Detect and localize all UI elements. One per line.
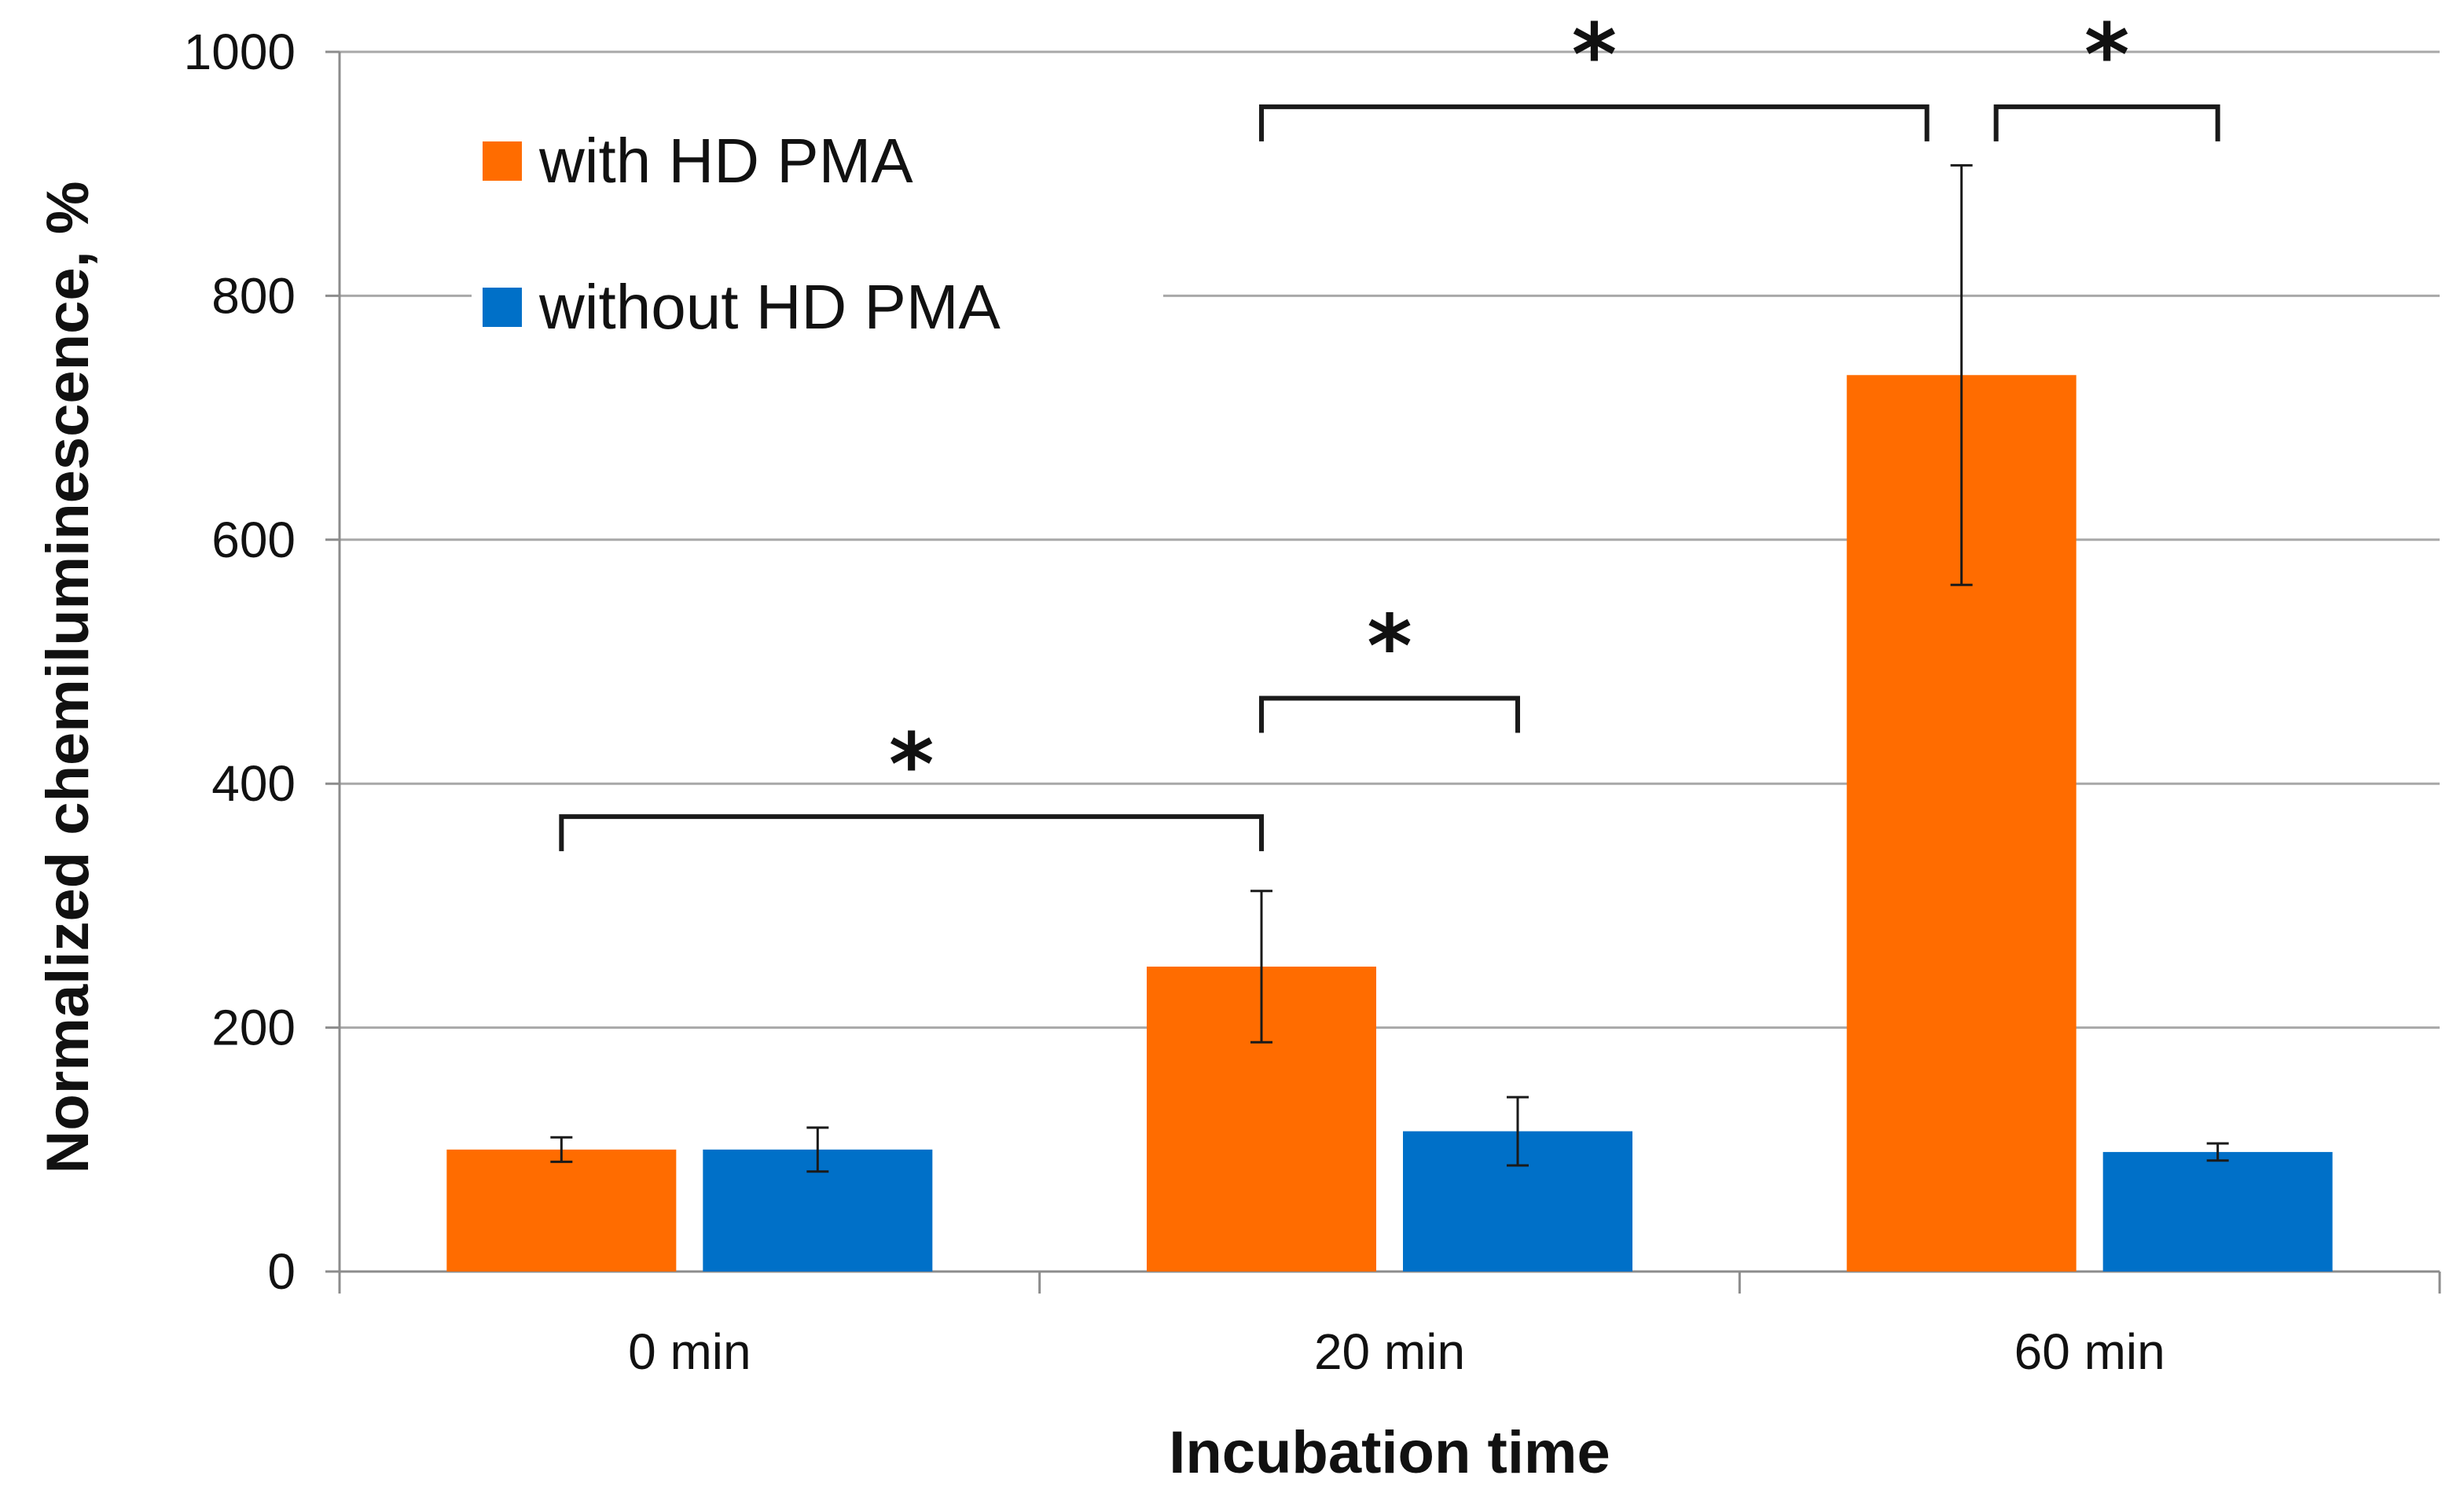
significance-star: * (889, 714, 935, 815)
y-tick-label: 400 (211, 755, 296, 812)
legend-label-without-hd-pma: without HD PMA (538, 272, 1001, 342)
y-axis-title: Normalized chemiluminescence, % (35, 182, 101, 1174)
significance-star: * (1367, 596, 1412, 697)
y-tick-label: 600 (211, 512, 296, 568)
significance-star: * (1572, 5, 1618, 105)
bar-with-hd-pma (446, 1149, 677, 1272)
legend-background (472, 110, 1163, 361)
y-tick-label: 200 (211, 1000, 296, 1056)
legend-swatch-without-hd-pma (483, 288, 522, 327)
axes (325, 50, 2441, 1294)
significance-bracket (559, 814, 1264, 852)
legend-label-with-hd-pma: with HD PMA (538, 126, 913, 196)
significance-bracket (1259, 695, 1520, 733)
error-bars (550, 163, 2229, 1173)
significance-star: * (2084, 5, 2130, 105)
x-tick-label: 20 min (1314, 1323, 1465, 1380)
x-tick-label: 60 min (2014, 1323, 2165, 1380)
y-tick-label: 800 (211, 267, 296, 324)
x-axis-title: Incubation time (1169, 1419, 1610, 1486)
x-tick-label: 0 min (628, 1323, 751, 1380)
y-tick-label: 1000 (184, 24, 296, 80)
bars (446, 375, 2333, 1272)
significance-brackets: * * * * (559, 5, 2220, 852)
bar-without-hd-pma (2102, 1151, 2333, 1272)
significance-bracket (1993, 104, 2220, 141)
legend-swatch-with-hd-pma (483, 141, 522, 181)
tick-labels: 0 200 400 600 800 1000 0 min 20 min 60 min (184, 24, 2165, 1380)
significance-bracket (1259, 104, 1930, 141)
legend: with HD PMA without HD PMA (472, 110, 1163, 361)
y-tick-label: 0 (267, 1243, 296, 1300)
